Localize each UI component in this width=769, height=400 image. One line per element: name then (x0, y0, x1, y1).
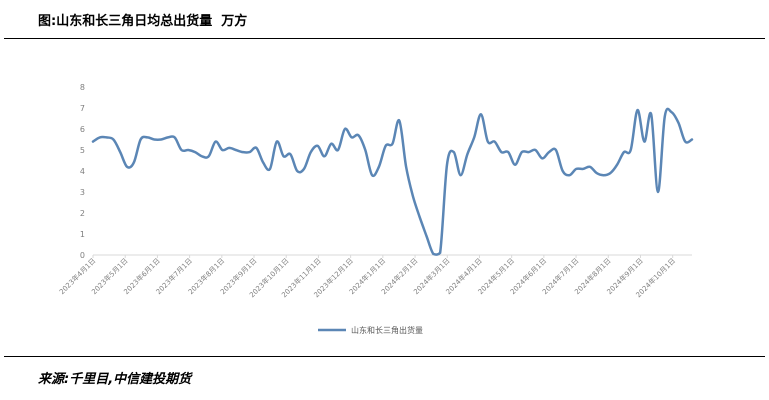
y-tick-label: 5 (80, 146, 85, 155)
source-note: 来源:千里目,中信建投期货 (38, 372, 192, 387)
series-line (91, 107, 694, 256)
y-tick-label: 0 (80, 251, 85, 260)
chart-title: 图:山东和长三角日均总出货量 万方 (38, 14, 248, 29)
y-tick-label: 4 (80, 167, 85, 176)
chart-svg: 0 1 2 3 4 5 6 7 8 2023年4月1日2023年5月1日2023年6月1日202… (57, 83, 694, 335)
y-tick-label: 2 (80, 209, 85, 218)
top-divider (4, 38, 765, 39)
y-axis: 0 1 2 3 4 5 6 7 8 (80, 83, 85, 260)
legend-label: 山东和长三角出货量 (351, 325, 423, 335)
y-tick-label: 8 (80, 83, 85, 92)
y-tick-label: 3 (80, 188, 85, 197)
y-tick-label: 1 (80, 230, 85, 239)
x-axis: 2023年4月1日2023年5月1日2023年6月1日2023年7月1日2023… (57, 255, 677, 299)
y-tick-label: 7 (80, 104, 85, 113)
legend: 山东和长三角出货量 (318, 325, 423, 335)
y-tick-label: 6 (80, 125, 85, 134)
bottom-divider (4, 356, 765, 357)
